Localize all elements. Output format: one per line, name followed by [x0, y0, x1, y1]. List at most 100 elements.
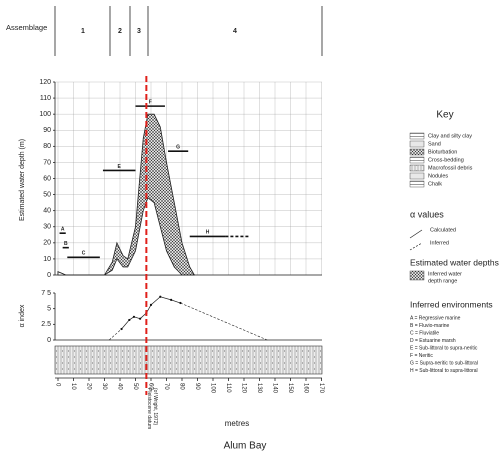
interval-label: H — [206, 230, 210, 236]
x-tick-label: 140 — [271, 383, 277, 394]
key-item: Clay and silty clay — [428, 133, 472, 139]
alpha-point — [128, 318, 131, 322]
interval-label: G — [176, 144, 180, 150]
y-tick-label: 40 — [43, 208, 51, 215]
key-swatch — [409, 180, 425, 188]
key-heading: Inferred environments — [410, 299, 493, 309]
key-swatch — [409, 164, 425, 172]
key-swatch — [409, 132, 425, 140]
key-swatch — [409, 156, 425, 164]
key-heading: Estimated water depths — [410, 257, 499, 267]
alpha-line — [121, 296, 181, 330]
x-tick-label: 160 — [302, 383, 308, 394]
y-tick-label: 10 — [43, 256, 51, 263]
assemblage-row: Assemblage 1 2 3 4 — [6, 6, 323, 56]
interval-label: B — [64, 241, 68, 247]
interval-label: F — [149, 99, 152, 105]
key-heading: α values — [410, 209, 444, 219]
alpha-point — [139, 317, 142, 320]
calculated-symbol — [409, 229, 423, 239]
x-tick-label: 90 — [194, 383, 200, 390]
key-item: depth range — [428, 278, 457, 284]
caption: Alum Bay — [224, 441, 267, 452]
env-item: H = Sub-littoral to supra-littoral — [410, 368, 478, 374]
datum-label: Pleistocene datum — [146, 388, 152, 429]
y-tick-label: 30 — [43, 224, 51, 231]
x-tick-label: 150 — [287, 383, 293, 394]
interval-label: E — [118, 164, 122, 170]
env-item: B = Fluvio-marine — [410, 323, 450, 329]
y-axis-label: α index — [19, 304, 26, 327]
x-tick-label: 10 — [70, 383, 76, 390]
alpha-inferred — [108, 328, 122, 341]
env-item: A = Regressive marine — [410, 315, 461, 321]
y-tick-label: 90 — [43, 127, 51, 134]
env-item: F = Neritic — [410, 353, 433, 359]
x-tick-label: 60 — [147, 383, 153, 390]
y-tick-label: 5 — [47, 306, 51, 313]
interval-label: C — [82, 251, 86, 257]
key-item: Chalk — [428, 181, 442, 187]
alpha-inferred — [180, 302, 268, 341]
alpha-point — [170, 298, 173, 301]
depth-inner — [57, 197, 195, 276]
key-swatch — [409, 140, 425, 148]
datum-label: (of Wright, 1972) — [152, 388, 158, 425]
y-axis-label: Estimated water depth (m) — [19, 139, 26, 221]
x-tick-label: 30 — [101, 383, 107, 390]
assemblage-label: 2 — [118, 28, 122, 35]
y-tick-label: 20 — [43, 240, 51, 247]
env-item: C = Fluviatile — [410, 330, 439, 336]
alpha-point — [179, 301, 182, 305]
key-item: Bioturbation — [428, 149, 457, 155]
key-item: Cross-bedding — [428, 157, 464, 163]
x-tick-label: 80 — [178, 383, 184, 390]
y-tick-label: 120 — [39, 79, 51, 86]
key-swatch — [409, 148, 425, 156]
x-tick-label: 70 — [163, 383, 169, 390]
x-tick-label: 0 — [54, 383, 60, 387]
assemblage-label: 1 — [81, 28, 85, 35]
y-tick-label: 80 — [43, 143, 51, 150]
key-item: Macrofossil debris — [428, 165, 473, 171]
key-item: Sand — [428, 141, 441, 147]
x-tick-label: 20 — [85, 383, 91, 390]
alpha-point — [149, 303, 153, 307]
y-tick-label: 2.5 — [41, 321, 51, 328]
depth-symbol — [409, 270, 425, 281]
key-item: Inferred water — [428, 271, 462, 277]
y-tick-label: 7 5 — [41, 290, 51, 297]
inferred-symbol — [409, 242, 423, 251]
x-axis-label: metres — [225, 419, 249, 428]
y-tick-label: 0 — [47, 272, 51, 279]
interval-label: A — [61, 227, 65, 233]
y-tick-label: 0 — [47, 337, 51, 344]
assemblage-title: Assemblage — [6, 23, 47, 32]
x-tick-label: 170 — [318, 383, 324, 394]
key-swatch — [409, 172, 425, 180]
x-tick-label: 130 — [256, 383, 262, 394]
y-tick-label: 50 — [43, 191, 51, 198]
env-item: G = Supra-neritic to sub-littoral — [410, 360, 478, 366]
key-item: Inferred — [430, 240, 449, 246]
key-item: Nodules — [428, 173, 448, 179]
alpha-point — [159, 295, 162, 298]
key: Key α values Calculated Inferred Estimat… — [409, 110, 499, 309]
axis — [54, 82, 322, 276]
y-tick-label: 70 — [43, 159, 51, 166]
y-tick-label: 110 — [40, 95, 51, 102]
alpha-point — [132, 315, 136, 318]
strat-log — [54, 345, 323, 375]
x-tick-label: 50 — [132, 383, 138, 390]
x-tick-label: 110 — [225, 383, 231, 393]
key-title: Key — [436, 110, 453, 121]
x-tick-label: 100 — [209, 383, 215, 394]
axis — [54, 293, 322, 341]
env-item: E = Sub-littoral to supra-neritic — [410, 345, 478, 351]
y-tick-label: 60 — [43, 175, 51, 182]
key-item: Calculated — [430, 227, 456, 233]
assemblage-label: 4 — [233, 28, 237, 35]
x-tick-label: 120 — [240, 383, 246, 394]
assemblage-label: 3 — [137, 28, 141, 35]
